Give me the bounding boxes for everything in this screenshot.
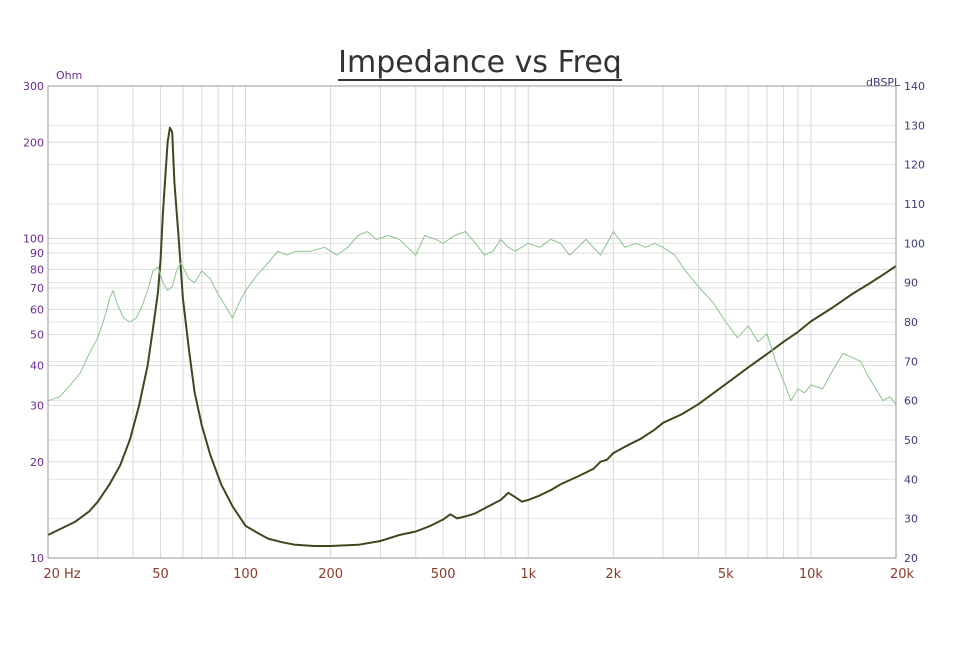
y-left-tick-label: 100 [23, 232, 44, 245]
x-tick-label: 1k [520, 567, 536, 582]
impedance-series-line [47, 126, 897, 547]
y-left-tick-label: 80 [30, 263, 44, 276]
x-tick-label: 20k [890, 567, 915, 582]
series-group [47, 126, 897, 547]
y-right-tick-label: 130 [904, 119, 925, 132]
tick-labels: 20 Hz 50 100 200 500 1k 2k 5k 10k 20k 10 20 30 40 50 60… [23, 80, 925, 582]
y-right-tick-label: 80 [904, 316, 918, 329]
y-right-tick-label: 20 [904, 552, 918, 565]
y-right-tick-label: 110 [904, 198, 925, 211]
y-right-tick-label: 50 [904, 434, 918, 447]
y-right-tick-label: 120 [904, 159, 925, 172]
y-right-tick-label: 40 [904, 473, 918, 486]
x-tick-label: 50 [152, 567, 169, 582]
y-left-tick-label: 10 [30, 552, 44, 565]
y-right-tick-label: 30 [904, 513, 918, 526]
spl-series-line [47, 231, 897, 405]
y-left-tick-label: 70 [30, 282, 44, 295]
x-tick-label: 2k [605, 567, 621, 582]
y-left-tick-label: 40 [30, 360, 44, 373]
y-left-tick-label: 50 [30, 329, 44, 342]
grid [47, 85, 897, 559]
y-left-tick-label: 20 [30, 456, 44, 469]
x-tick-label: 20 Hz [43, 567, 80, 582]
y-left-tick-label: 200 [23, 136, 44, 149]
y-left-tick-label: 30 [30, 400, 44, 413]
chart-title: Impedance vs Freq [338, 45, 622, 80]
x-tick-label: 200 [318, 567, 343, 582]
y-left-tick-label: 300 [23, 80, 44, 93]
plot-frame [47, 85, 897, 559]
y-right-tick-label: 70 [904, 355, 918, 368]
x-tick-label: 500 [431, 567, 456, 582]
y-left-tick-label: 60 [30, 303, 44, 316]
y-left-unit-label: Ohm [56, 69, 82, 82]
y-left-tick-label: 90 [30, 247, 44, 260]
y-right-tick-label: 60 [904, 395, 918, 408]
y-right-tick-label: 100 [904, 237, 925, 250]
y-right-tick-label: 90 [904, 277, 918, 290]
y-right-tick-label: 140 [904, 80, 925, 93]
x-tick-label: 10k [799, 567, 824, 582]
x-tick-label: 5k [718, 567, 734, 582]
x-tick-label: 100 [233, 567, 258, 582]
